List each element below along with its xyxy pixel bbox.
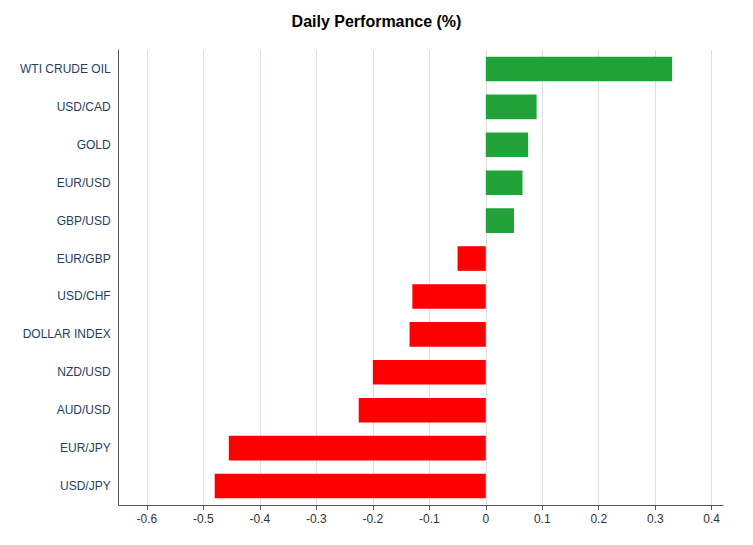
svg-text:0.1: 0.1 <box>534 512 551 526</box>
svg-text:-0.5: -0.5 <box>193 512 214 526</box>
svg-text:0: 0 <box>482 512 489 526</box>
svg-text:EUR/GBP: EUR/GBP <box>57 252 111 266</box>
svg-text:USD/CHF: USD/CHF <box>57 289 110 303</box>
svg-text:-0.2: -0.2 <box>362 512 383 526</box>
svg-text:EUR/JPY: EUR/JPY <box>60 441 111 455</box>
svg-text:0.4: 0.4 <box>703 512 720 526</box>
svg-text:WTI CRUDE OIL: WTI CRUDE OIL <box>20 62 111 76</box>
svg-text:-0.6: -0.6 <box>137 512 158 526</box>
svg-text:NZD/USD: NZD/USD <box>57 365 111 379</box>
svg-text:GOLD: GOLD <box>77 138 111 152</box>
svg-text:USD/CAD: USD/CAD <box>57 100 111 114</box>
svg-text:Daily Performance (%): Daily Performance (%) <box>292 13 462 30</box>
svg-text:EUR/USD: EUR/USD <box>57 176 111 190</box>
svg-text:GBP/USD: GBP/USD <box>57 214 111 228</box>
svg-text:AUD/USD: AUD/USD <box>57 403 111 417</box>
svg-text:-0.4: -0.4 <box>250 512 271 526</box>
svg-text:-0.1: -0.1 <box>419 512 440 526</box>
svg-text:0.2: 0.2 <box>590 512 607 526</box>
svg-text:DOLLAR INDEX: DOLLAR INDEX <box>23 327 111 341</box>
svg-text:USD/JPY: USD/JPY <box>60 479 111 493</box>
svg-text:0.3: 0.3 <box>647 512 664 526</box>
svg-text:-0.3: -0.3 <box>306 512 327 526</box>
